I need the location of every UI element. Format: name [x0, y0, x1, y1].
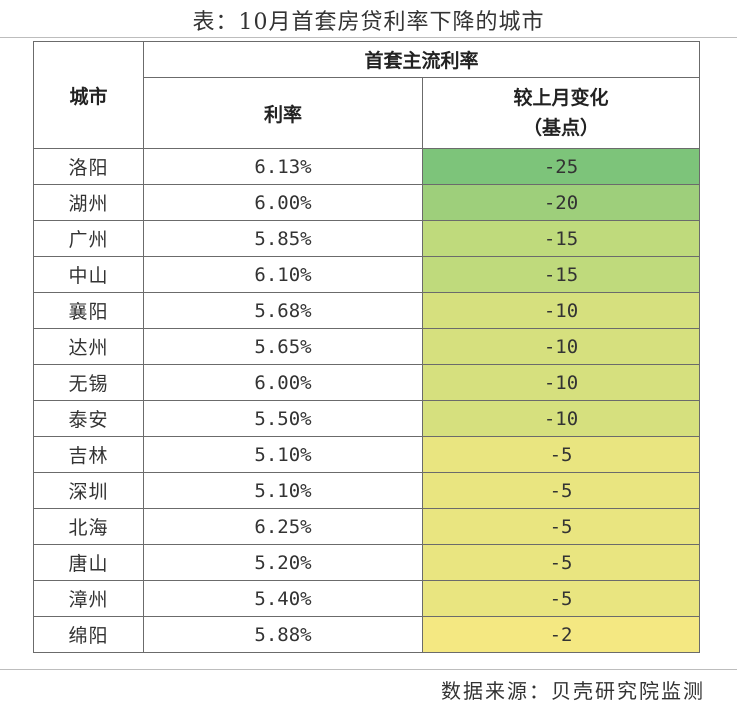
table-row: 襄阳 5.68% -10	[33, 292, 701, 329]
change-cell: -5	[421, 436, 701, 473]
table-row: 北海 6.25% -5	[33, 508, 701, 545]
change-cell: -5	[421, 544, 701, 581]
footer-divider	[0, 669, 737, 670]
header-change: 较上月变化 （基点）	[421, 77, 701, 149]
change-cell: -25	[421, 148, 701, 185]
city-cell: 泰安	[33, 400, 144, 437]
header-row-columns: 利率 较上月变化 （基点）	[34, 77, 701, 149]
rate-cell: 5.88%	[143, 616, 423, 653]
city-cell: 漳州	[33, 580, 144, 617]
change-cell: -15	[421, 220, 701, 257]
header-rate: 利率	[143, 77, 423, 149]
change-cell: -10	[421, 328, 701, 365]
city-cell: 达州	[33, 328, 144, 365]
city-cell: 无锡	[33, 364, 144, 401]
city-cell: 深圳	[33, 472, 144, 509]
city-cell: 吉林	[33, 436, 144, 473]
change-cell: -10	[421, 364, 701, 401]
table-row: 唐山 5.20% -5	[33, 544, 701, 581]
rate-cell: 5.65%	[143, 328, 423, 365]
rate-cell: 6.10%	[143, 256, 423, 293]
table-row: 中山 6.10% -15	[33, 256, 701, 293]
title-divider	[0, 37, 737, 38]
rate-table: 城市 首套主流利率 利率 较上月变化 （基点） 洛阳 6.13% -25 湖州 6.00…	[33, 41, 701, 653]
city-cell: 广州	[33, 220, 144, 257]
table-row: 广州 5.85% -15	[33, 220, 701, 257]
rate-cell: 5.10%	[143, 436, 423, 473]
table-row: 吉林 5.10% -5	[33, 436, 701, 473]
rate-cell: 6.00%	[143, 364, 423, 401]
header-group-first-home-rate: 首套主流利率	[142, 41, 701, 78]
city-cell: 襄阳	[33, 292, 144, 329]
city-cell: 洛阳	[33, 148, 144, 185]
change-cell: -5	[421, 580, 701, 617]
change-cell: -10	[421, 400, 701, 437]
rate-cell: 5.85%	[143, 220, 423, 257]
city-cell: 中山	[33, 256, 144, 293]
rate-cell: 5.50%	[143, 400, 423, 437]
header-change-unit: （基点）	[523, 117, 600, 139]
table-row: 湖州 6.00% -20	[33, 184, 701, 221]
table-row: 深圳 5.10% -5	[33, 472, 701, 509]
header-row-group: 城市 首套主流利率	[33, 41, 701, 149]
table-title: 表：10月首套房贷利率下降的城市	[192, 10, 545, 35]
table-row: 绵阳 5.88% -2	[33, 616, 701, 653]
city-cell: 绵阳	[33, 616, 144, 653]
change-cell: -10	[421, 292, 701, 329]
rate-cell: 6.25%	[143, 508, 423, 545]
table-row: 洛阳 6.13% -25	[33, 148, 701, 185]
table-row: 泰安 5.50% -10	[33, 400, 701, 437]
city-cell: 湖州	[33, 184, 144, 221]
city-cell: 唐山	[33, 544, 144, 581]
rate-cell: 5.40%	[143, 580, 423, 617]
table-row: 无锡 6.00% -10	[33, 364, 701, 401]
change-cell: -2	[421, 616, 701, 653]
data-source: 数据来源：贝壳研究院监测	[441, 679, 705, 703]
rate-cell: 6.13%	[143, 148, 423, 185]
table-body: 洛阳 6.13% -25 湖州 6.00% -20 广州 5.85% -15 中山 6.10% -15…	[33, 148, 701, 653]
change-cell: -15	[421, 256, 701, 293]
rate-cell: 6.00%	[143, 184, 423, 221]
rate-cell: 5.20%	[143, 544, 423, 581]
table-row: 达州 5.65% -10	[33, 328, 701, 365]
change-cell: -5	[421, 508, 701, 545]
change-cell: -5	[421, 472, 701, 509]
header-city: 城市	[33, 41, 144, 149]
change-cell: -20	[421, 184, 701, 221]
table-row: 漳州 5.40% -5	[33, 580, 701, 617]
header-change-label: 较上月变化	[513, 87, 609, 109]
rate-cell: 5.10%	[143, 472, 423, 509]
rate-cell: 5.68%	[143, 292, 423, 329]
city-cell: 北海	[33, 508, 144, 545]
